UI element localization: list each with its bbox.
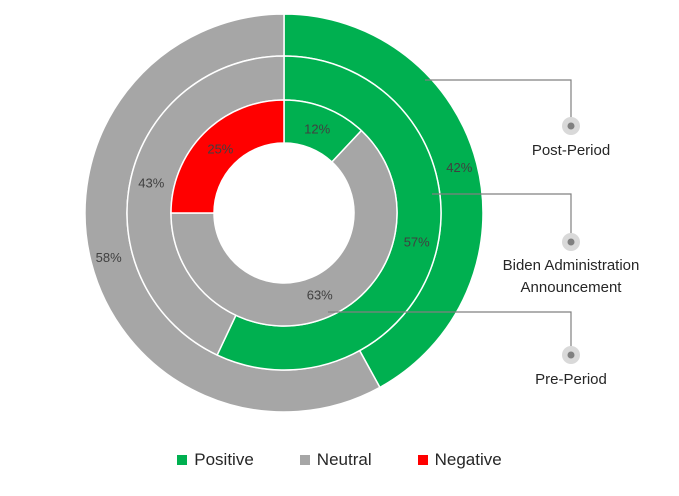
legend-swatch-negative bbox=[417, 455, 428, 465]
legend: Positive Neutral Negative bbox=[0, 450, 679, 470]
ring-0-neutral-label: 58% bbox=[96, 250, 122, 265]
segment-labels-group: 42% 58% 57% 43% 12% 63% 25% bbox=[96, 121, 473, 302]
rings-group bbox=[84, 13, 484, 413]
ring-2-negative-segment bbox=[170, 99, 285, 214]
ring-2-positive-label: 12% bbox=[304, 121, 330, 136]
ring-name-label-2-0: Pre-Period bbox=[535, 371, 607, 388]
callout-line-1 bbox=[432, 193, 572, 239]
ring-callouts-group: Post-Period Biden Administration Announcem… bbox=[328, 79, 640, 388]
callout-line-0 bbox=[425, 79, 572, 123]
legend-label-positive: Positive bbox=[194, 450, 254, 469]
ring-0-positive-label: 42% bbox=[446, 160, 472, 175]
callout-marker-dot-2 bbox=[567, 351, 575, 359]
callout-marker-dot-0 bbox=[567, 122, 575, 130]
ring-2-neutral-segment bbox=[170, 129, 398, 327]
ring-1-neutral-label: 43% bbox=[138, 175, 164, 190]
callout-marker-dot-1 bbox=[567, 238, 575, 246]
legend-item-positive: Positive bbox=[177, 450, 254, 470]
ring-2-negative-label: 25% bbox=[207, 141, 233, 156]
ring-name-label-1-0: Biden Administration bbox=[503, 257, 640, 274]
legend-swatch-neutral bbox=[299, 455, 310, 465]
ring-2-neutral-label: 63% bbox=[307, 288, 333, 303]
legend-label-neutral: Neutral bbox=[316, 450, 372, 469]
ring-name-label-0-0: Post-Period bbox=[532, 142, 610, 159]
ring-1-positive-label: 57% bbox=[404, 235, 430, 250]
legend-item-negative: Negative bbox=[417, 450, 502, 470]
legend-swatch-positive bbox=[177, 455, 188, 465]
legend-item-neutral: Neutral bbox=[299, 450, 372, 470]
legend-label-negative: Negative bbox=[434, 450, 502, 469]
ring-name-label-1-1: Announcement bbox=[521, 279, 623, 296]
callout-line-2 bbox=[328, 311, 572, 352]
nested-donut-chart: 42% 58% 57% 43% 12% 63% 25% Post-Period Biden A… bbox=[84, 13, 640, 413]
